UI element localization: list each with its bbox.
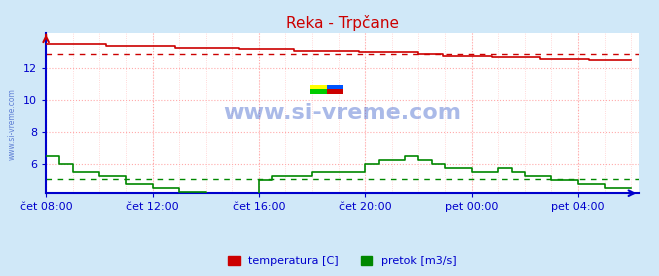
Bar	[327, 85, 343, 89]
Legend: temperatura [C], pretok [m3/s]: temperatura [C], pretok [m3/s]	[224, 252, 461, 271]
Text: www.si-vreme.com: www.si-vreme.com	[8, 88, 17, 160]
Bar	[310, 85, 327, 89]
Bar	[327, 89, 343, 94]
Bar	[310, 89, 327, 94]
Title: Reka - Trpčane: Reka - Trpčane	[286, 15, 399, 31]
Text: www.si-vreme.com: www.si-vreme.com	[223, 103, 462, 123]
